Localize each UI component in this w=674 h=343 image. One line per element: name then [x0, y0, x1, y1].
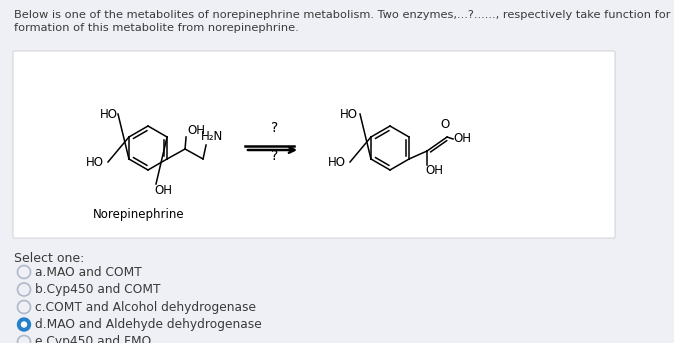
Text: Norepinephrine: Norepinephrine — [93, 208, 185, 221]
Text: O: O — [440, 118, 450, 131]
Text: e.Cyp450 and FMO: e.Cyp450 and FMO — [35, 335, 151, 343]
Text: OH: OH — [425, 165, 443, 177]
Text: b.Cyp450 and COMT: b.Cyp450 and COMT — [35, 283, 160, 296]
Text: OH: OH — [154, 184, 172, 197]
Text: Select one:: Select one: — [14, 252, 84, 265]
Text: ?: ? — [271, 149, 278, 163]
Text: HO: HO — [340, 107, 358, 120]
Text: ?: ? — [271, 121, 278, 135]
Text: HO: HO — [328, 155, 346, 168]
Text: HO: HO — [86, 155, 104, 168]
Text: OH: OH — [187, 125, 205, 138]
Circle shape — [22, 322, 26, 327]
Text: HO: HO — [100, 107, 118, 120]
Circle shape — [18, 318, 30, 331]
Text: OH: OH — [453, 132, 471, 145]
Text: c.COMT and Alcohol dehydrogenase: c.COMT and Alcohol dehydrogenase — [35, 300, 256, 314]
Text: formation of this metabolite from norepinephrine.: formation of this metabolite from norepi… — [14, 23, 299, 33]
Text: d.MAO and Aldehyde dehydrogenase: d.MAO and Aldehyde dehydrogenase — [35, 318, 262, 331]
Text: a.MAO and COMT: a.MAO and COMT — [35, 265, 142, 279]
FancyBboxPatch shape — [13, 51, 615, 238]
Text: Below is one of the metabolites of norepinephrine metabolism. Two enzymes,...?..: Below is one of the metabolites of norep… — [14, 10, 674, 20]
Text: H₂N: H₂N — [201, 130, 223, 143]
